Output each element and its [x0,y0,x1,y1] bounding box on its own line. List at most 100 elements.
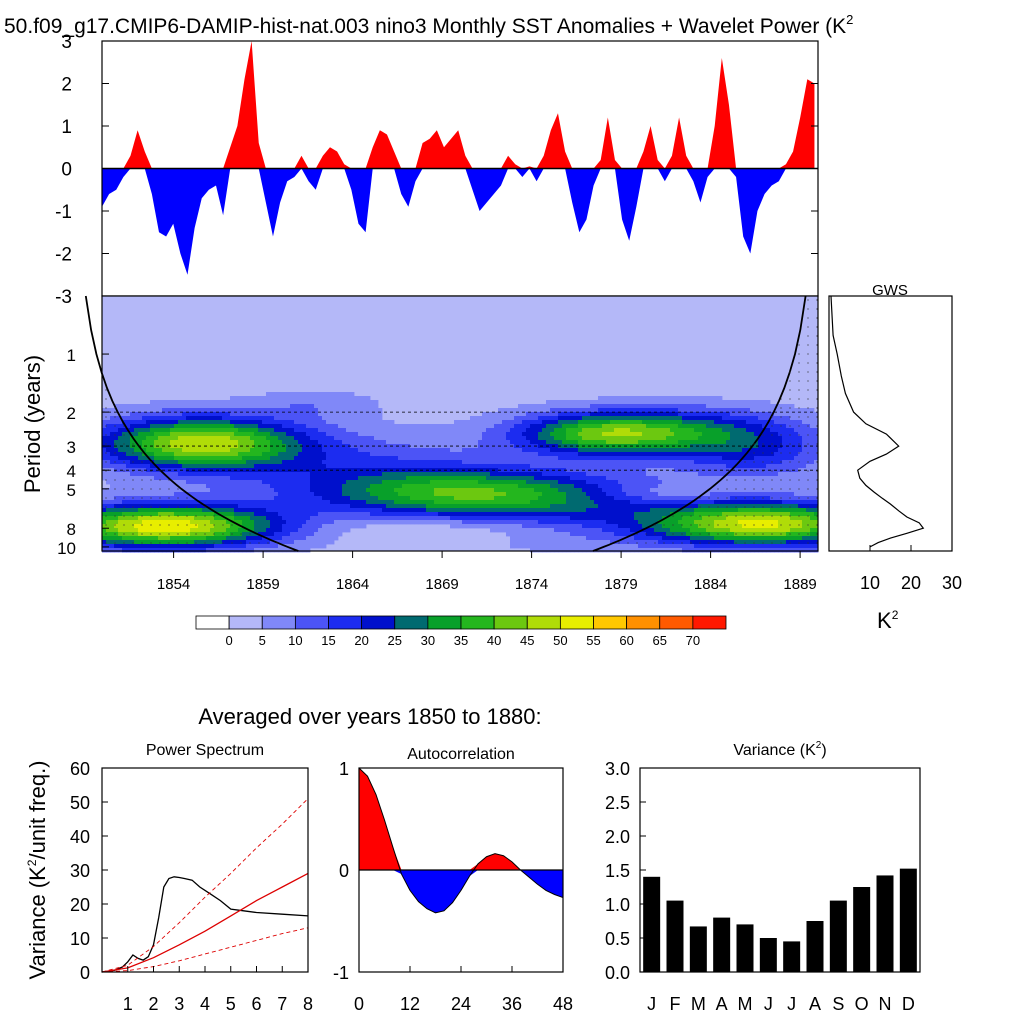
wavelet-cell [250,508,255,513]
wavelet-cell [542,472,547,477]
wavelet-cell [610,472,615,477]
wavelet-cell [258,416,263,421]
wavelet-cell [166,424,171,429]
wavelet-cell [606,476,611,481]
wavelet-cell [334,480,339,485]
wavelet-cell [338,488,343,493]
wavelet-cell [810,408,815,413]
wavelet-cell [202,452,207,457]
wavelet-cell [246,512,251,517]
wavelet-cell [738,492,743,497]
wavelet-cell [626,504,631,509]
wavelet-cell [426,464,431,469]
wavelet-cell [658,396,663,401]
wavelet-cell [330,448,335,453]
wavelet-cell [202,492,207,497]
wavelet-cell [122,500,127,505]
wavelet-cell [346,504,351,509]
wavelet-cell [230,460,235,465]
wavelet-cell [434,496,439,501]
wavelet-cell [790,480,795,485]
wavelet-cell [518,476,523,481]
wavelet-cell [662,492,667,497]
wavelet-cell [454,420,459,425]
wavelet-cell [626,428,631,433]
wavelet-cell [234,428,239,433]
wavelet-cell [230,440,235,445]
wavelet-cell [730,408,735,413]
wavelet-cell [618,488,623,493]
wavelet-cell [734,428,739,433]
wavelet-cell [406,472,411,477]
wavelet-cell [598,500,603,505]
wavelet-cell [458,460,463,465]
wavelet-cell [278,396,283,401]
wavelet-cell [470,472,475,477]
wavelet-cell [374,456,379,461]
wavelet-cell [706,476,711,481]
wavelet-cell [794,432,799,437]
wavelet-cell [238,400,243,405]
wavelet-cell [722,476,727,481]
wavelet-cell [682,404,687,409]
wavelet-cell [702,432,707,437]
wavelet-cell [654,416,659,421]
wavelet-cell [278,440,283,445]
wavelet-cell [210,460,215,465]
wavelet-cell [318,432,323,437]
wavelet-cell [726,420,731,425]
wavelet-cell [130,440,135,445]
wavelet-cell [286,416,291,421]
wavelet-cell [430,428,435,433]
wavelet-cell [310,500,315,505]
wavelet-cell [658,500,663,505]
wavelet-cell [174,436,179,441]
wavelet-cell [518,492,523,497]
wavelet-cell [386,444,391,449]
wavelet-cell [278,488,283,493]
wavelet-cell [574,440,579,445]
wavelet-cell [218,468,223,473]
wavelet-cell [518,460,523,465]
wavelet-cell [506,472,511,477]
wavelet-cell [510,464,515,469]
wavelet-cell [534,456,539,461]
wavelet-cell [782,452,787,457]
wavelet-cell [362,440,367,445]
wavelet-cell [178,512,183,517]
wavelet-cell [334,504,339,509]
wavelet-cell [282,484,287,489]
wavelet-cell [798,456,803,461]
wavelet-cell [354,440,359,445]
wavelet-cell [750,416,755,421]
wavelet-cell [602,448,607,453]
wavelet-cell [326,440,331,445]
wavelet-cell [406,500,411,505]
wavelet-cell [738,436,743,441]
wavelet-cell [174,424,179,429]
wavelet-cell [298,396,303,401]
wavelet-cell [254,512,259,517]
wavelet-cell [722,508,727,513]
wavelet-cell [206,468,211,473]
wavelet-cell [618,396,623,401]
wavelet-cell [346,452,351,457]
wavelet-cell [262,472,267,477]
wavelet-cell [658,440,663,445]
wavelet-cell [466,476,471,481]
wavelet-cell [274,504,279,509]
wavelet-cell [106,472,111,477]
wavelet-cell [686,452,691,457]
wavelet-cell [678,396,683,401]
wavelet-cell [118,452,123,457]
wavelet-cell [446,456,451,461]
wavelet-cell [362,432,367,437]
wavelet-cell [546,496,551,501]
wavelet-cell [174,416,179,421]
wavelet-cell [190,408,195,413]
wavelet-cell [250,416,255,421]
wavelet-cell [586,412,591,417]
wavelet-cell [554,420,559,425]
wavelet-cell [270,492,275,497]
wavelet-cell [382,448,387,453]
